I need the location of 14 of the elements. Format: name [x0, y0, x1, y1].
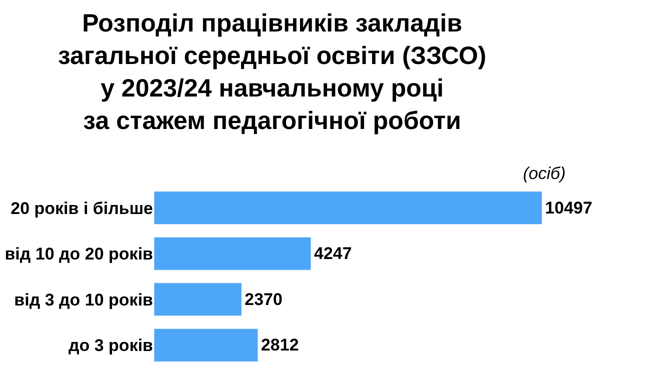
data-label: 2370 [244, 290, 282, 309]
y-tick-label: від 3 до 10 років [14, 290, 153, 310]
chart-subtitle: (осіб) [523, 164, 566, 183]
y-tick-label: 20 років і більше [10, 198, 153, 218]
data-label: 4247 [314, 244, 352, 264]
data-label: 10497 [545, 198, 592, 218]
y-tick-label: від 10 до 20 років [4, 244, 153, 264]
chart-title: Розподіл працівників закладів загальної середньої освіти (ЗЗСО) у 2023/24 навчальному році за стажем педагогічної роботи [58, 10, 486, 136]
data-label: 2812 [260, 336, 299, 355]
bar [154, 236, 312, 270]
bar [154, 328, 258, 362]
y-tick-label: до 3 років [68, 336, 153, 356]
bar [154, 191, 542, 225]
bar [154, 282, 242, 316]
